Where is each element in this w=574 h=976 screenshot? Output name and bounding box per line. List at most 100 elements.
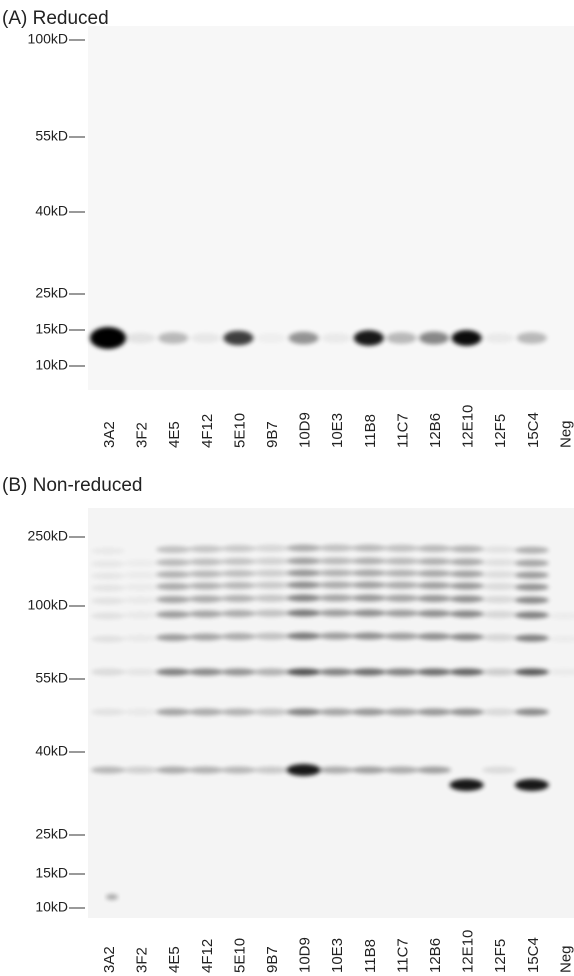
lane-label: 5E10 — [231, 938, 248, 973]
band — [221, 570, 256, 578]
band — [156, 611, 191, 618]
band — [351, 766, 386, 774]
band — [384, 544, 419, 552]
band — [417, 570, 451, 578]
band — [156, 559, 191, 566]
band — [319, 569, 354, 577]
band — [91, 708, 125, 716]
band — [482, 611, 517, 618]
band — [419, 331, 449, 345]
band — [449, 610, 484, 618]
marker-label: 40kD — [35, 743, 68, 759]
band — [482, 571, 517, 578]
lane-label: 15C4 — [525, 412, 542, 448]
lane-label: 10E3 — [329, 413, 346, 448]
band — [124, 572, 158, 579]
band — [254, 569, 288, 577]
band — [254, 766, 288, 774]
band — [514, 559, 549, 567]
band — [449, 779, 484, 791]
band — [514, 779, 549, 791]
marker-label: 10kD — [35, 899, 68, 915]
band — [319, 668, 354, 676]
band — [91, 635, 125, 643]
band — [221, 668, 256, 676]
lane-label: 9B7 — [264, 421, 281, 448]
band — [319, 594, 354, 602]
band — [91, 560, 125, 568]
marker-label: 25kD — [35, 285, 68, 301]
band — [254, 609, 288, 617]
band — [351, 594, 386, 602]
band — [123, 596, 158, 604]
band — [417, 595, 451, 603]
marker-label: 25kD — [35, 826, 68, 842]
band — [221, 558, 256, 566]
band — [156, 766, 191, 774]
band — [188, 766, 223, 774]
band — [384, 557, 419, 565]
band — [482, 634, 517, 641]
band — [449, 570, 484, 578]
band — [417, 633, 451, 641]
band — [223, 330, 254, 346]
band — [286, 764, 321, 776]
lane-label: 11B8 — [362, 939, 379, 973]
band — [351, 557, 386, 565]
lane-label: 4F12 — [199, 414, 216, 448]
band — [384, 581, 419, 589]
band — [482, 583, 517, 590]
band — [288, 331, 319, 345]
band — [449, 708, 484, 716]
band — [286, 668, 321, 676]
band — [351, 581, 386, 589]
band — [286, 569, 321, 577]
band — [417, 668, 451, 676]
band — [221, 545, 256, 553]
band — [286, 609, 321, 617]
band — [386, 332, 417, 344]
band — [123, 668, 158, 676]
lane-label: Neg — [557, 420, 574, 448]
band — [188, 668, 223, 676]
band — [384, 708, 419, 716]
band — [384, 632, 419, 640]
band — [449, 595, 484, 603]
band — [484, 332, 515, 344]
band — [482, 668, 517, 676]
band — [286, 632, 321, 640]
band — [125, 332, 156, 344]
band — [319, 544, 354, 552]
band — [482, 596, 517, 603]
band — [156, 596, 191, 603]
band — [384, 766, 419, 774]
marker-label: 250kD — [28, 528, 68, 544]
band — [351, 708, 386, 716]
marker-label: 55kD — [35, 670, 68, 686]
band — [384, 569, 419, 577]
band — [514, 596, 549, 604]
band — [91, 668, 125, 676]
band — [91, 584, 125, 592]
marker-label: 55kD — [35, 128, 68, 144]
band — [156, 668, 191, 676]
band — [188, 558, 223, 566]
band — [449, 545, 484, 553]
lane-label: 12F5 — [492, 414, 509, 448]
lane-label: 4E5 — [166, 421, 183, 448]
band — [123, 708, 158, 716]
band — [91, 766, 125, 774]
band — [417, 766, 451, 774]
marker-label: 100kD — [28, 597, 68, 613]
lane-label: 12B6 — [427, 413, 444, 448]
band — [156, 708, 191, 716]
band — [351, 668, 386, 676]
band — [384, 594, 419, 602]
band — [417, 708, 451, 716]
band — [319, 609, 354, 617]
panel-title: (B) Non-reduced — [2, 475, 142, 496]
band — [158, 332, 189, 344]
band — [190, 332, 221, 344]
band — [221, 582, 256, 590]
